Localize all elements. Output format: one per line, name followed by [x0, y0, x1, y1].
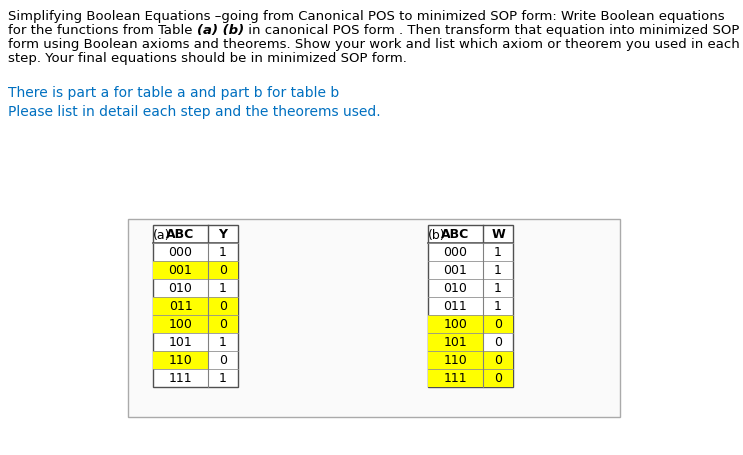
- Text: Simplifying Boolean Equations –going from Canonical POS to minimized SOP form: W: Simplifying Boolean Equations –going fro…: [8, 10, 724, 23]
- Text: 000: 000: [444, 246, 467, 258]
- Bar: [208, 315, 238, 333]
- Text: 1: 1: [494, 246, 502, 258]
- Text: 011: 011: [169, 299, 192, 313]
- Text: 1: 1: [219, 371, 227, 384]
- Text: 010: 010: [444, 282, 467, 294]
- Text: 000: 000: [169, 246, 192, 258]
- Text: 001: 001: [444, 263, 467, 277]
- Text: 101: 101: [444, 335, 467, 349]
- Bar: [483, 315, 513, 333]
- Bar: [428, 333, 483, 351]
- Text: 0: 0: [494, 354, 502, 366]
- Text: 011: 011: [444, 299, 467, 313]
- Text: 101: 101: [169, 335, 192, 349]
- Text: Please list in detail each step and the theorems used.: Please list in detail each step and the …: [8, 105, 380, 119]
- Bar: [428, 315, 483, 333]
- Text: 1: 1: [494, 263, 502, 277]
- Bar: [153, 261, 208, 279]
- Text: (a) (b): (a) (b): [197, 24, 244, 37]
- Text: 100: 100: [169, 318, 192, 330]
- Bar: [428, 225, 513, 387]
- Text: 0: 0: [219, 318, 227, 330]
- Text: in canonical POS form . Then transform that equation into minimized SOP: in canonical POS form . Then transform t…: [244, 24, 739, 37]
- Bar: [153, 351, 208, 369]
- Text: 100: 100: [444, 318, 467, 330]
- Text: 110: 110: [169, 354, 192, 366]
- Text: step. Your final equations should be in minimized SOP form.: step. Your final equations should be in …: [8, 52, 407, 65]
- Text: 111: 111: [169, 371, 192, 384]
- Text: (a): (a): [153, 229, 170, 242]
- Text: 0: 0: [494, 318, 502, 330]
- Text: for the functions from Table: for the functions from Table: [8, 24, 197, 37]
- Text: 001: 001: [169, 263, 192, 277]
- Text: 111: 111: [444, 371, 467, 384]
- Text: ABC: ABC: [166, 228, 195, 241]
- Bar: [428, 369, 483, 387]
- Text: 1: 1: [494, 299, 502, 313]
- Text: 0: 0: [494, 335, 502, 349]
- Text: 1: 1: [494, 282, 502, 294]
- Text: 1: 1: [219, 335, 227, 349]
- Text: 1: 1: [219, 282, 227, 294]
- Text: form using Boolean axioms and theorems. Show your work and list which axiom or t: form using Boolean axioms and theorems. …: [8, 38, 740, 51]
- Bar: [153, 297, 208, 315]
- Text: 110: 110: [444, 354, 467, 366]
- Text: There is part a for table a and part b for table b: There is part a for table a and part b f…: [8, 86, 340, 100]
- FancyBboxPatch shape: [128, 219, 620, 417]
- Text: 010: 010: [169, 282, 192, 294]
- Bar: [208, 297, 238, 315]
- Text: (b): (b): [428, 229, 446, 242]
- Text: 0: 0: [219, 263, 227, 277]
- Bar: [153, 315, 208, 333]
- Bar: [483, 351, 513, 369]
- Bar: [483, 369, 513, 387]
- Text: W: W: [491, 228, 505, 241]
- Text: Y: Y: [218, 228, 227, 241]
- Text: 0: 0: [219, 299, 227, 313]
- Text: 0: 0: [494, 371, 502, 384]
- Bar: [153, 225, 238, 387]
- Bar: [208, 261, 238, 279]
- Bar: [428, 351, 483, 369]
- Text: 1: 1: [219, 246, 227, 258]
- Text: 0: 0: [219, 354, 227, 366]
- Text: ABC: ABC: [441, 228, 470, 241]
